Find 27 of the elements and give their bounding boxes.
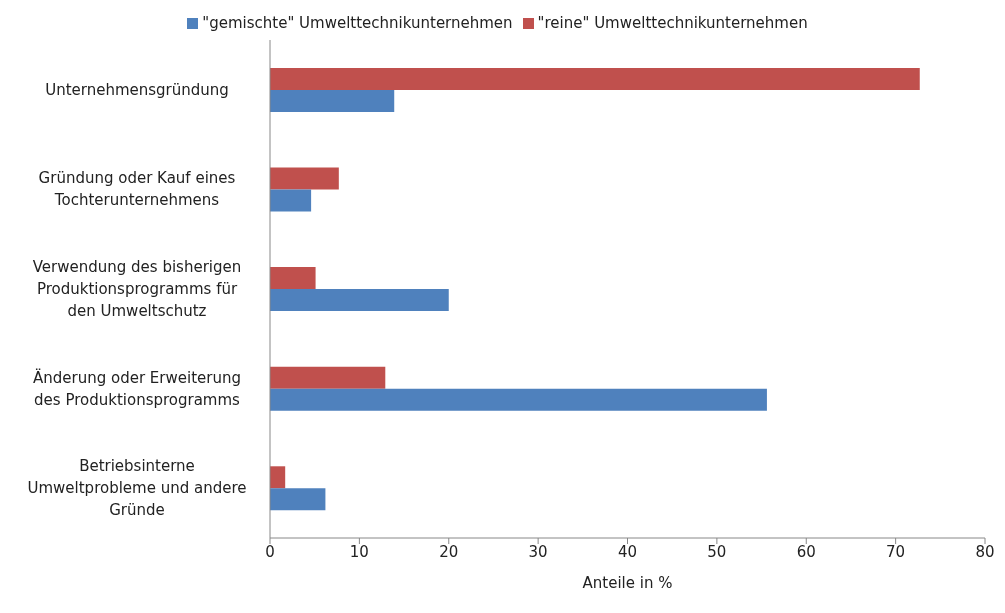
y-tick-label: Gründung oder Kauf eines Tochterunternehmens xyxy=(38,169,236,210)
bar xyxy=(270,289,449,312)
x-tick-label: 20 xyxy=(439,542,459,561)
bar xyxy=(270,488,326,511)
x-tick-label: 70 xyxy=(886,542,906,561)
x-tick-label: 0 xyxy=(265,542,275,561)
bar xyxy=(270,67,920,90)
x-tick-label: 30 xyxy=(528,542,548,561)
legend-label: "reine" Umwelttechnikunternehmen xyxy=(537,14,808,32)
bar xyxy=(270,89,395,112)
bar xyxy=(270,466,286,489)
x-axis-title: Anteile in % xyxy=(582,574,673,592)
x-tick-label: 80 xyxy=(975,542,995,561)
bar xyxy=(270,366,386,389)
legend-label: "gemischte" Umwelttechnikunternehmen xyxy=(202,14,513,32)
bar xyxy=(270,267,316,290)
y-tick-label: Änderung oder Erweiterung des Produktionsprogramms xyxy=(33,367,241,409)
y-tick-label: Unternehmensgründung xyxy=(45,80,229,99)
x-tick-label: 60 xyxy=(796,542,816,561)
y-tick-label: Betriebsinterne Umweltprobleme und andere Gründe xyxy=(27,457,247,520)
x-tick-label: 40 xyxy=(617,542,638,561)
bar xyxy=(270,388,767,411)
x-tick-label: 50 xyxy=(707,542,727,561)
y-tick-label: Verwendung des bisherigen Produktionsprogramms für den Umweltschutz xyxy=(32,258,242,320)
bar xyxy=(270,167,339,190)
bar xyxy=(270,189,312,212)
x-tick-label: 10 xyxy=(349,542,369,561)
